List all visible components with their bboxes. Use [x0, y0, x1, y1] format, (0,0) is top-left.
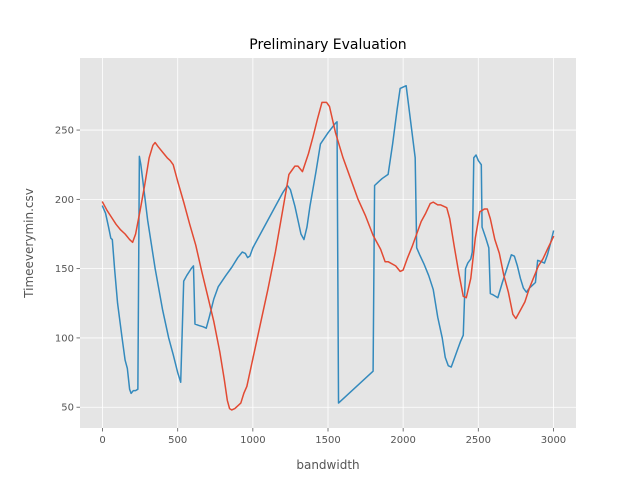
x-tick-label: 2000 — [390, 435, 415, 446]
x-tick-label: 1500 — [315, 435, 340, 446]
y-tick-label: 150 — [55, 264, 74, 275]
grid — [80, 58, 576, 428]
y-axis-label: Timeeverymin.csv — [22, 188, 36, 299]
y-axis-ticks: 50 100 150 200 250 — [55, 126, 80, 414]
x-tick-label: 1000 — [240, 435, 265, 446]
x-axis-label: bandwidth — [296, 458, 359, 472]
y-tick-label: 100 — [55, 333, 74, 344]
x-axis-ticks: 0 500 1000 1500 2000 2500 3000 — [99, 428, 566, 446]
y-tick-label: 250 — [55, 126, 74, 137]
y-tick-label: 200 — [55, 195, 74, 206]
series-line-2 — [101, 101, 555, 411]
y-tick-label: 50 — [61, 403, 74, 414]
series-line-1 — [101, 84, 555, 404]
series-layer — [101, 84, 555, 411]
x-tick-label: 500 — [168, 435, 187, 446]
chart-title: Preliminary Evaluation — [249, 37, 406, 53]
x-tick-label: 3000 — [541, 435, 566, 446]
x-tick-label: 2500 — [466, 435, 491, 446]
x-tick-label: 0 — [99, 435, 105, 446]
